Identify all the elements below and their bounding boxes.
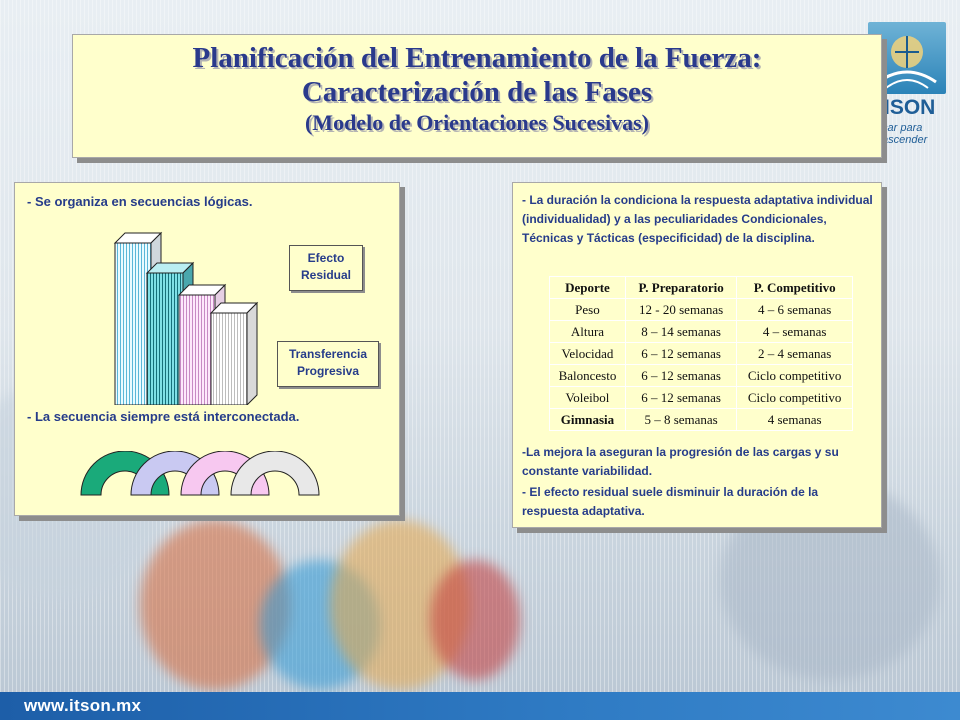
table-cell: Peso bbox=[549, 298, 626, 321]
title-box: Planificación del Entrenamiento de la Fu… bbox=[72, 34, 882, 158]
table-cell: 6 – 12 semanas bbox=[624, 342, 738, 365]
table-cell: 6 – 12 semanas bbox=[624, 386, 738, 409]
table-cell: Velocidad bbox=[549, 342, 626, 365]
left-panel: - Se organiza en secuencias lógicas. bbox=[14, 182, 400, 516]
bar-illustration bbox=[113, 231, 259, 405]
logo-name: ISON bbox=[884, 96, 936, 119]
table-cell: 6 – 12 semanas bbox=[624, 364, 738, 387]
table-cell: 4 – semanas bbox=[736, 320, 853, 343]
table-cell: 8 – 14 semanas bbox=[624, 320, 738, 343]
table-header: P. Competitivo bbox=[736, 276, 853, 299]
left-item-1: - Se organiza en secuencias lógicas. bbox=[27, 194, 253, 209]
table-row: Velocidad 6 – 12 semanas 2 – 4 semanas bbox=[549, 342, 853, 365]
table-cell: Ciclo competitivo bbox=[736, 386, 853, 409]
title-line-3: (Modelo de Orientaciones Sucesivas) bbox=[304, 110, 650, 135]
table-cell: 5 – 8 semanas bbox=[624, 408, 738, 431]
title-line-1: Planificación del Entrenamiento de la Fu… bbox=[192, 42, 762, 74]
table-cell: Gimnasia bbox=[549, 408, 626, 431]
table-row: Gimnasia 5 – 8 semanas 4 semanas bbox=[549, 408, 853, 431]
right-panel: - La duración la condiciona la respuesta… bbox=[512, 182, 882, 528]
logo-tagline-line2: ascender bbox=[882, 134, 928, 146]
table-cell: 4 semanas bbox=[736, 408, 853, 431]
footer-url[interactable]: www.itson.mx bbox=[24, 696, 142, 715]
arc-sequence bbox=[80, 451, 320, 496]
arc-4 bbox=[230, 451, 320, 496]
table-header: Deporte bbox=[549, 276, 626, 299]
table-row: Altura 8 – 14 semanas 4 – semanas bbox=[549, 320, 853, 343]
background-blob bbox=[430, 560, 520, 680]
right-bullet-1: -La mejora la aseguran la progresión de … bbox=[522, 445, 839, 478]
title-line-2: Caracterización de las Fases bbox=[301, 76, 653, 108]
table-cell: Ciclo competitivo bbox=[736, 364, 853, 387]
table-row: Voleibol 6 – 12 semanas Ciclo competitiv… bbox=[549, 386, 853, 409]
table-header: P. Preparatorio bbox=[624, 276, 738, 299]
right-intro: - La duración la condiciona la respuesta… bbox=[522, 193, 873, 245]
progressive-transfer-box: Transferencia Progresiva bbox=[277, 341, 379, 387]
table-header-row: Deporte P. Preparatorio P. Competitivo bbox=[549, 276, 853, 299]
table-row: Peso 12 - 20 semanas 4 – 6 semanas bbox=[549, 298, 853, 321]
residual-effect-box: Efecto Residual bbox=[289, 245, 363, 291]
footer-bar: www.itson.mx bbox=[0, 692, 960, 720]
table-cell: Baloncesto bbox=[549, 364, 626, 387]
bar-4 bbox=[209, 301, 259, 405]
left-item-2: - La secuencia siempre está interconecta… bbox=[27, 409, 300, 424]
logo-tagline: car para ascender bbox=[882, 122, 927, 146]
phase-duration-table: Deporte P. Preparatorio P. Competitivo P… bbox=[549, 276, 853, 431]
table-cell: Altura bbox=[549, 320, 626, 343]
logo-tagline-line1: car para bbox=[882, 122, 923, 134]
table-cell: Voleibol bbox=[549, 386, 626, 409]
table-cell: 12 - 20 semanas bbox=[624, 298, 738, 321]
table-cell: 2 – 4 semanas bbox=[736, 342, 853, 365]
right-bullet-2: - El efecto residual suele disminuir la … bbox=[522, 485, 819, 518]
table-row: Baloncesto 6 – 12 semanas Ciclo competit… bbox=[549, 364, 853, 387]
table-cell: 4 – 6 semanas bbox=[736, 298, 853, 321]
